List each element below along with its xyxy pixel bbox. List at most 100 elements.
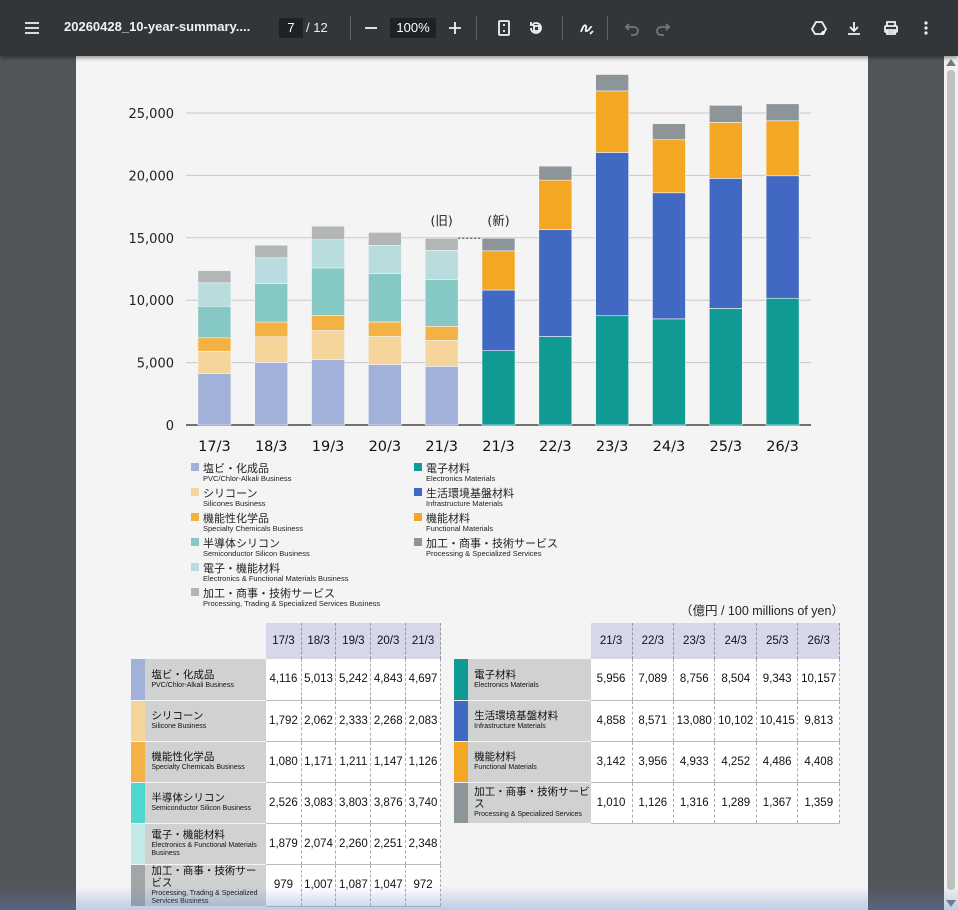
table-cell: 1,080 — [266, 741, 302, 783]
table-cell: 4,933 — [673, 741, 716, 783]
bar-segment — [481, 289, 516, 351]
row-label-jp: 機能材料 — [474, 751, 517, 763]
table-cell: 2,083 — [405, 700, 441, 742]
redo-icon[interactable] — [651, 16, 675, 40]
bar-segment — [538, 179, 573, 230]
pdf-viewer: 25,000 20,000 15,000 10,000 5,000 0 (旧) (新) 17/3… — [0, 56, 958, 910]
legend-label-en: Processing & Specialized Services — [426, 549, 542, 558]
new-annotation: (新) — [487, 213, 509, 228]
table-cell: 1,879 — [266, 823, 302, 865]
vertical-scrollbar[interactable] — [944, 56, 958, 910]
bar-segment — [538, 336, 573, 426]
table-cell: 9,343 — [756, 659, 799, 701]
table-cell: 1,047 — [370, 864, 407, 907]
draw-icon[interactable] — [575, 16, 599, 40]
table-column-header: 17/3 — [266, 623, 302, 659]
bar-segment — [424, 326, 459, 341]
table-column-header: 22/3 — [632, 623, 675, 659]
bar-segment — [481, 250, 516, 291]
toolbar-divider — [476, 16, 477, 40]
table-row: 加工・商事・技術サービス Processing, Trading & Specia… — [131, 864, 441, 907]
table-row: 塩ビ・化成品 PVC/Chlor-Alkali Business 4,116 5,01… — [131, 659, 441, 701]
table-column-header: 18/3 — [301, 623, 337, 659]
table-cell: 10,157 — [797, 659, 840, 701]
zoom-level-input[interactable]: 100% — [390, 18, 436, 38]
row-label-jp: 塩ビ・化成品 — [151, 668, 215, 681]
legend-label-jp: 機能材料 — [426, 513, 470, 525]
download-icon[interactable] — [842, 16, 866, 40]
table-cell: 2,062 — [301, 700, 337, 742]
page-number-input[interactable]: 7 — [279, 18, 303, 38]
row-label-jp: 電子・機能材料 — [151, 829, 225, 841]
bar-segment — [652, 139, 686, 194]
legend-label-en: Specialty Chemicals Business — [203, 524, 304, 533]
legend-label-jp: シリコーン — [203, 488, 258, 500]
undo-icon[interactable] — [620, 16, 644, 40]
table-cell: 5,013 — [301, 659, 337, 701]
table-row: シリコーン Silicone Business 1,792 2,062 2,333 2,2… — [131, 700, 441, 742]
row-label-en: Silicone Business — [151, 723, 207, 730]
table-cell: 2,074 — [301, 823, 337, 865]
row-label-en: Processing & Specialized Services — [474, 811, 582, 818]
row-color-swatch — [131, 741, 146, 783]
table-cell: 2,251 — [370, 823, 407, 865]
x-tick-label: 26/3 — [766, 439, 799, 455]
table-cell: 1,211 — [335, 741, 372, 783]
row-label-en: Electronics & Functional Materials Busin… — [151, 842, 257, 857]
legend-label-jp: 電子材料 — [426, 463, 470, 475]
row-color-swatch — [454, 782, 469, 824]
rotate-icon[interactable] — [524, 16, 548, 40]
zoom-out-icon[interactable] — [359, 16, 383, 40]
bar-segment — [765, 103, 800, 122]
bar-segment — [708, 122, 743, 179]
unit-label: （億円 / 100 millions of yen） — [680, 604, 844, 618]
bar-segment — [424, 340, 459, 367]
bar-segment — [538, 165, 573, 181]
fit-page-icon[interactable] — [492, 16, 516, 40]
table-cell: 13,080 — [673, 700, 716, 742]
scroll-up-icon[interactable] — [946, 59, 956, 66]
row-color-swatch — [454, 659, 469, 701]
bar-segment — [538, 229, 573, 337]
table-cell: 4,408 — [797, 741, 840, 783]
table-cell: 9,813 — [797, 700, 840, 742]
bar-segment — [311, 330, 345, 360]
menu-icon[interactable] — [20, 16, 44, 40]
bar-segment — [254, 257, 289, 284]
row-label-en: Processing, Trading & Specialized Servic… — [151, 889, 258, 905]
table-cell: 1,007 — [301, 864, 337, 907]
table-column-header: 20/3 — [370, 623, 407, 659]
bar-segment — [254, 362, 289, 426]
bar-segment — [481, 237, 516, 252]
more-icon[interactable] — [914, 16, 938, 40]
table-cell: 2,260 — [335, 823, 372, 865]
print-icon[interactable] — [879, 16, 903, 40]
scroll-down-icon[interactable] — [946, 900, 956, 907]
table-cell: 1,367 — [756, 782, 799, 824]
drive-save-icon[interactable] — [807, 16, 831, 40]
bar-segment — [197, 337, 232, 352]
table-cell: 1,126 — [405, 741, 441, 783]
row-color-swatch — [454, 700, 469, 742]
bar-segment — [765, 120, 800, 177]
table-cell: 3,956 — [632, 741, 675, 783]
stacked-bar-chart: 25,000 20,000 15,000 10,000 5,000 0 (旧) (新) 17/3… — [129, 74, 811, 455]
table-cell: 4,858 — [590, 700, 633, 742]
row-label: 機能材料 Functional Materials — [468, 741, 591, 783]
y-tick-label: 10,000 — [129, 294, 175, 309]
x-tick-label: 19/3 — [312, 439, 345, 455]
scrollbar-thumb[interactable] — [947, 70, 955, 890]
table-cell: 5,956 — [590, 659, 633, 701]
legend-label-en: PVC/Chlor-Alkali Business — [203, 474, 292, 483]
zoom-in-icon[interactable] — [443, 16, 467, 40]
x-tick-label: 22/3 — [539, 439, 572, 455]
table-row: 電子材料 Electronics Materials 5,956 7,089 8,756… — [454, 659, 840, 701]
table-row: 機能性化学品 Specialty Chemicals Business 1,080 1… — [131, 741, 441, 783]
bar-segment — [765, 175, 800, 299]
row-color-swatch — [131, 823, 146, 865]
y-tick-label: 25,000 — [129, 107, 175, 122]
row-label-jp: シリコーン — [151, 710, 204, 722]
row-color-swatch — [131, 782, 146, 824]
table-cell: 972 — [405, 864, 441, 907]
table-cell: 8,756 — [673, 659, 716, 701]
